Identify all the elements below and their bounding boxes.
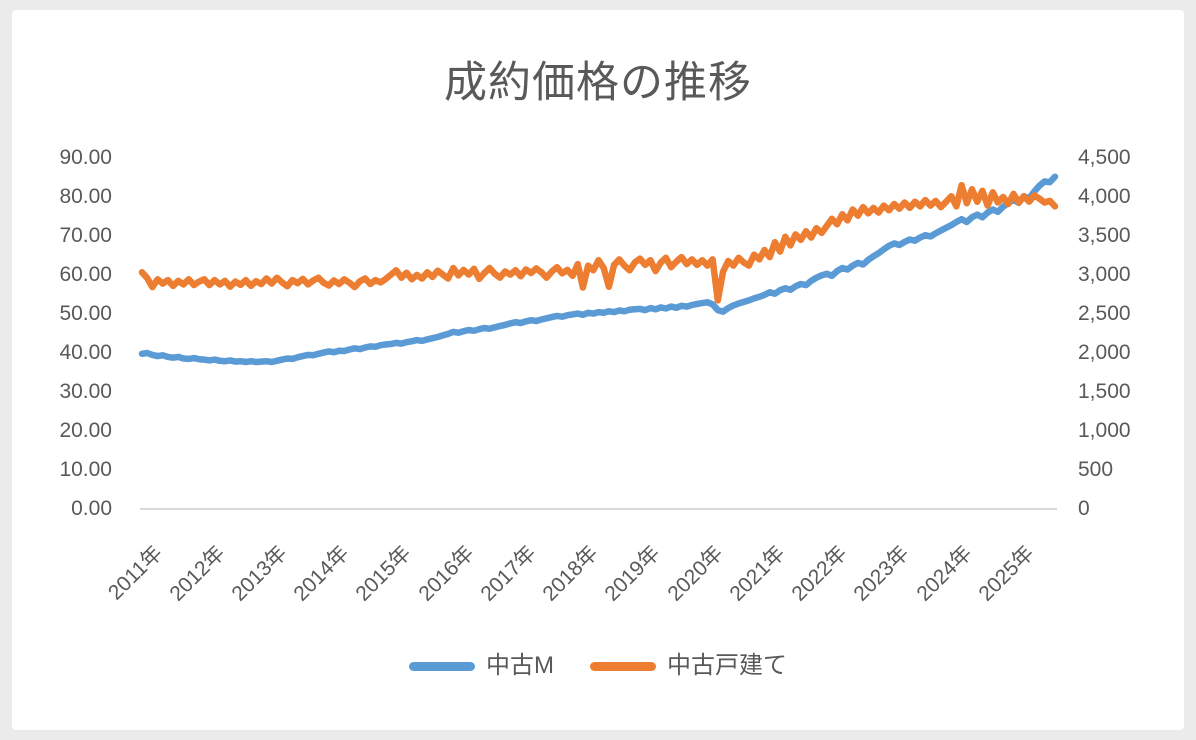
left-axis-tick: 50.00 (59, 302, 112, 325)
left-axis-tick: 10.00 (59, 458, 112, 481)
legend-item-series1: 中古M (409, 648, 554, 684)
chart-background (12, 10, 1184, 730)
series1-label: 中古M (486, 652, 554, 679)
legend: 中古M 中古戸建て (0, 648, 1196, 684)
left-axis-tick: 0.00 (71, 497, 112, 520)
legend-item-series2: 中古戸建て (590, 648, 787, 684)
series2-line-marker (590, 661, 656, 671)
right-axis-tick: 3,500 (1078, 224, 1131, 247)
right-axis-tick: 1,500 (1078, 380, 1131, 403)
right-axis-tick: 4,500 (1078, 146, 1131, 169)
series-line-中古戸建て (138, 182, 1059, 304)
left-axis-tick: 30.00 (59, 380, 112, 403)
right-axis-tick: 2,500 (1078, 302, 1131, 325)
right-axis-tick: 0 (1078, 497, 1090, 520)
left-axis-tick: 90.00 (59, 146, 112, 169)
series-line-中古M (138, 173, 1059, 366)
series1-line-marker (409, 661, 475, 671)
right-axis-tick: 500 (1078, 458, 1114, 481)
right-axis-tick: 4,000 (1078, 185, 1131, 208)
chart-title: 成約価格の推移 (444, 59, 752, 107)
series2-label: 中古戸建て (667, 652, 787, 679)
left-axis-tick: 20.00 (59, 419, 112, 442)
left-axis-tick: 40.00 (59, 341, 112, 364)
left-axis-tick: 60.00 (59, 263, 112, 286)
right-axis-tick: 3,000 (1078, 263, 1131, 286)
left-axis-tick: 80.00 (59, 185, 112, 208)
left-axis-tick: 70.00 (59, 224, 112, 247)
right-axis-tick: 1,000 (1078, 419, 1131, 442)
right-axis-tick: 2,000 (1078, 341, 1131, 364)
